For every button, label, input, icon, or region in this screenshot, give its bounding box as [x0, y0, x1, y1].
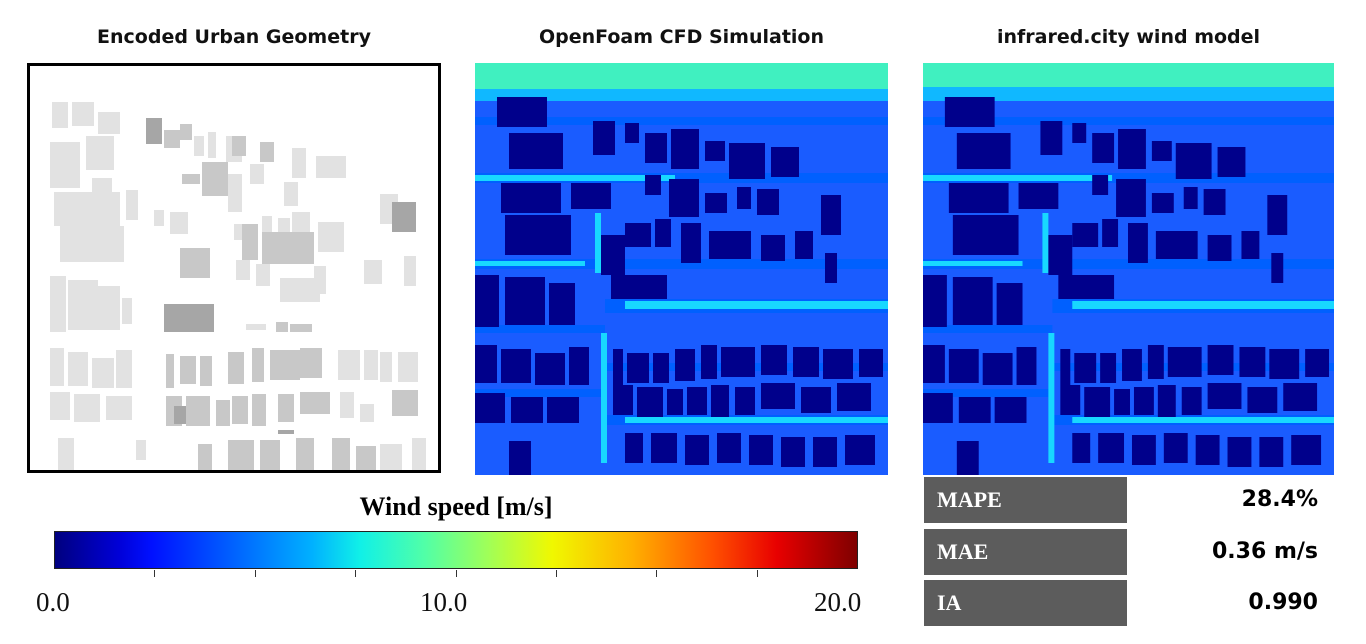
- colorbar-tick: [757, 570, 758, 577]
- colorbar-tick: [556, 570, 557, 577]
- metric-value: 28.4%: [1241, 487, 1318, 512]
- metric-value: 0.36 m/s: [1212, 539, 1318, 564]
- colorbar-tick: [656, 570, 657, 577]
- metric-value: 0.990: [1248, 590, 1318, 615]
- colorbar-tick: [355, 570, 356, 577]
- colorbar-max-label: 20.0: [814, 587, 862, 617]
- geometry-svg: [50, 102, 426, 470]
- metric-row-mape: MAPE 28.4%: [924, 477, 1354, 523]
- metric-name: MAPE: [924, 477, 1127, 523]
- colorbar-tick: [255, 570, 256, 577]
- cfd-panel-title: OpenFoam CFD Simulation: [539, 26, 824, 48]
- wind-speed-colorbar: [54, 531, 858, 569]
- colorbar-title: Wind speed [m/s]: [359, 492, 553, 521]
- metric-row-ia: IA 0.990: [924, 580, 1354, 626]
- colorbar-tick: [154, 570, 155, 577]
- wind-model-field: [923, 63, 1334, 475]
- metric-row-mae: MAE 0.36 m/s: [924, 529, 1354, 575]
- cfd-simulation-field: [475, 63, 888, 475]
- colorbar-tick: [456, 570, 457, 577]
- model-panel-title: infrared.city wind model: [996, 26, 1261, 48]
- colorbar-mid-label: 10.0: [420, 587, 468, 617]
- colorbar-min-label: 0.0: [36, 587, 70, 617]
- metric-name: IA: [924, 580, 1127, 626]
- encoded-geometry-map: [27, 63, 441, 473]
- metric-name: MAE: [924, 529, 1127, 575]
- geometry-panel-title: Encoded Urban Geometry: [97, 26, 371, 48]
- cfd-field-svg: [475, 63, 888, 475]
- model-field-svg: [923, 63, 1334, 475]
